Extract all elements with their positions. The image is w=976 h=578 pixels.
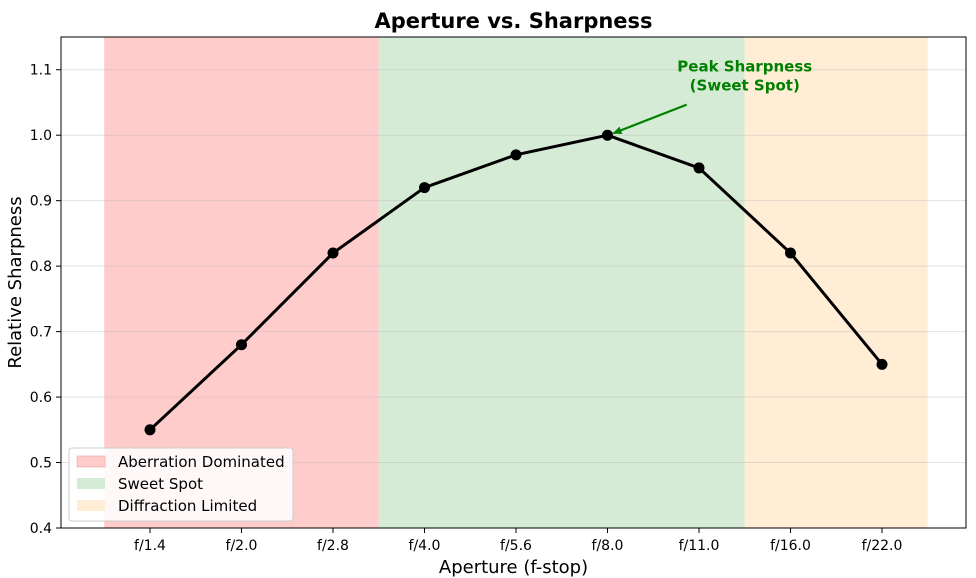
x-tick-label: f/5.6 bbox=[500, 538, 532, 554]
data-point bbox=[785, 247, 796, 259]
y-axis-label: Relative Sharpness bbox=[5, 196, 26, 368]
chart-title: Aperture vs. Sharpness bbox=[374, 9, 652, 33]
x-tick-label: f/4.0 bbox=[409, 538, 441, 554]
x-axis-ticks: f/1.4 f/2.0 f/2.8 f/4.0 f/5.6 f/8.0 f/11.0 f/16… bbox=[134, 528, 902, 554]
annotation-arrow bbox=[612, 103, 688, 135]
data-point bbox=[693, 162, 705, 174]
legend: Aberration Dominated Sweet Spot Diffractio… bbox=[68, 447, 294, 522]
x-tick-label: f/11.0 bbox=[679, 538, 720, 554]
legend-label: Sweet Spot bbox=[118, 475, 203, 493]
x-tick-label: f/1.4 bbox=[134, 538, 166, 554]
data-point bbox=[144, 424, 156, 436]
y-tick-label: 1.1 bbox=[30, 63, 52, 79]
x-tick-label: f/2.8 bbox=[317, 538, 349, 554]
data-point bbox=[419, 182, 430, 194]
data-series bbox=[144, 129, 888, 436]
region-3 bbox=[744, 37, 928, 528]
plot-frame bbox=[60, 36, 967, 529]
x-tick-label: f/2.0 bbox=[226, 538, 258, 554]
data-point bbox=[510, 149, 522, 161]
region-1 bbox=[104, 37, 379, 528]
y-tick-label: 1.0 bbox=[30, 128, 52, 144]
y-tick-label: 0.9 bbox=[30, 194, 52, 210]
annotation: Peak Sharpness(Sweet Spot) bbox=[612, 58, 812, 135]
y-axis-ticks: 0.4 0.5 0.6 0.7 0.8 0.9 1.0 1.1 bbox=[30, 63, 61, 537]
x-tick-label: f/22.0 bbox=[862, 538, 903, 554]
data-point bbox=[236, 339, 247, 351]
y-tick-label: 0.6 bbox=[30, 390, 52, 406]
data-point bbox=[327, 247, 339, 259]
x-axis-label: Aperture (f-stop) bbox=[439, 557, 588, 578]
legend-label: Diffraction Limited bbox=[118, 497, 257, 515]
y-tick-label: 0.5 bbox=[30, 456, 52, 472]
legend-swatch bbox=[77, 500, 105, 511]
region-2 bbox=[378, 37, 745, 528]
data-point bbox=[602, 129, 613, 141]
annotation-text: Peak Sharpness bbox=[677, 58, 812, 76]
x-tick-label: f/8.0 bbox=[592, 538, 624, 554]
legend-label: Aberration Dominated bbox=[118, 453, 285, 471]
y-tick-label: 0.4 bbox=[30, 521, 52, 537]
y-tick-label: 0.7 bbox=[30, 325, 52, 341]
legend-swatch bbox=[77, 478, 105, 489]
annotation-text: (Sweet Spot) bbox=[690, 77, 800, 95]
y-tick-label: 0.8 bbox=[30, 259, 52, 275]
legend-swatch bbox=[76, 455, 106, 468]
legend-box bbox=[68, 447, 294, 522]
x-tick-label: f/16.0 bbox=[770, 538, 811, 554]
background-regions bbox=[104, 37, 928, 528]
data-point bbox=[876, 358, 888, 370]
